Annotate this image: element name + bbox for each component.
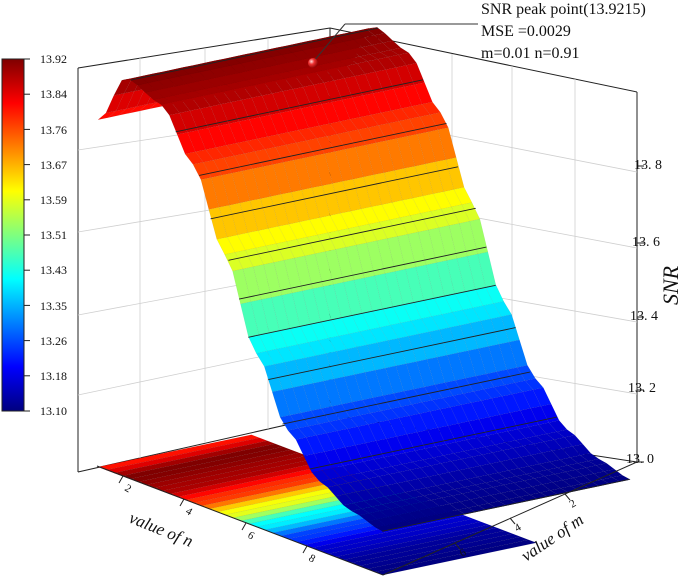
contour-line: [175, 79, 424, 133]
snr-surface: [97, 27, 631, 532]
contour-line: [199, 122, 447, 176]
n-tick-label: 6: [246, 529, 257, 542]
m-tick-label: 2: [568, 497, 579, 510]
colorbar-label: 13.92: [40, 52, 67, 66]
contour-line: [309, 416, 558, 470]
m-tick-label: 4: [513, 521, 524, 534]
z-tick-label: 13. 4: [630, 309, 658, 324]
contour-line: [282, 371, 530, 425]
peak-annotation: SNR peak point(13.9215) MSE =0.0029 m=0.…: [308, 1, 646, 68]
peak-marker: [308, 58, 318, 68]
annotation-line-2: MSE =0.0029: [481, 23, 571, 40]
colorbar-label: 13.84: [40, 87, 67, 101]
colorbar-label: 13.51: [40, 228, 67, 242]
contour-line: [228, 207, 476, 261]
n-tick-label: 4: [184, 505, 195, 518]
n-tick-label: 2: [123, 482, 134, 495]
n-tick-label: 8: [307, 552, 318, 565]
colorbar-label: 13.26: [40, 334, 67, 348]
z-tick-label: 13. 8: [634, 158, 662, 173]
z-axis: 13. 0 13. 2 13. 4 13. 6 13. 8 SNR: [626, 158, 683, 467]
annotation-line-3: m=0.01 n=0.91: [481, 45, 580, 62]
colorbar-label: 13.67: [40, 158, 67, 172]
m-tick-label: 6: [458, 546, 469, 559]
annotation-line-1: SNR peak point(13.9215): [481, 1, 646, 18]
colorbar-label: 13.43: [40, 263, 67, 277]
colorbar-gradient: [1, 58, 25, 412]
m-axis-title: value of m: [518, 510, 587, 565]
contour-line: [248, 284, 496, 338]
z-axis-title: SNR: [658, 265, 683, 305]
colorbar: 13.92 13.84 13.76 13.67 13.59 13.51 13.4…: [1, 52, 67, 418]
contour-line: [268, 327, 516, 381]
contour-line: [239, 246, 487, 300]
z-tick-label: 13. 2: [628, 381, 656, 396]
peak-leader-line: [312, 23, 346, 63]
colorbar-label: 13.10: [40, 404, 67, 418]
colorbar-label: 13.35: [40, 299, 67, 313]
colorbar-label: 13.18: [40, 369, 67, 383]
contour-line: [130, 27, 379, 81]
colorbar-label: 13.76: [40, 123, 67, 137]
contour-line: [382, 478, 630, 532]
z-tick-label: 13. 6: [632, 235, 660, 250]
colorbar-label: 13.59: [40, 193, 67, 207]
contour-line: [210, 166, 458, 220]
